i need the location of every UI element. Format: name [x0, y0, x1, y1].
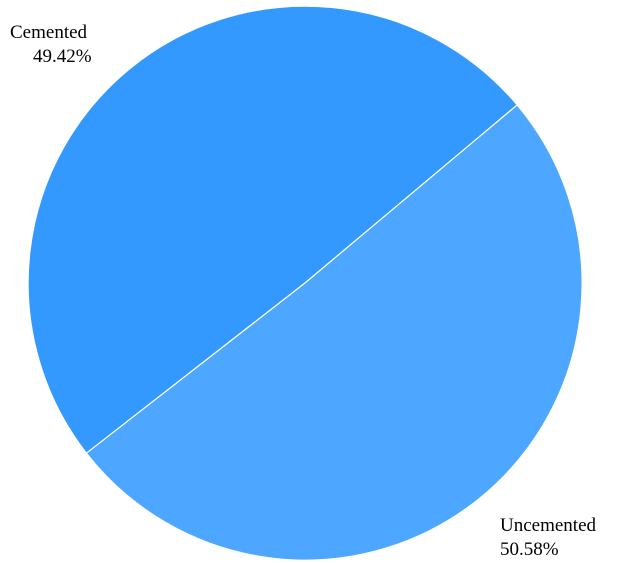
slice-label-uncemented-name: Uncemented — [500, 515, 597, 536]
slice-label-uncemented-percent: 50.58% — [500, 539, 559, 560]
slice-label-cemented-name: Cemented — [10, 22, 88, 43]
pie-slice-uncemented — [85, 104, 583, 561]
pie-slice-cemented — [27, 5, 519, 455]
pie-slices — [27, 5, 583, 561]
pie-labels: Cemented 49.42% Uncemented 50.58% — [10, 22, 597, 560]
slice-label-cemented-percent: 49.42% — [33, 46, 92, 67]
